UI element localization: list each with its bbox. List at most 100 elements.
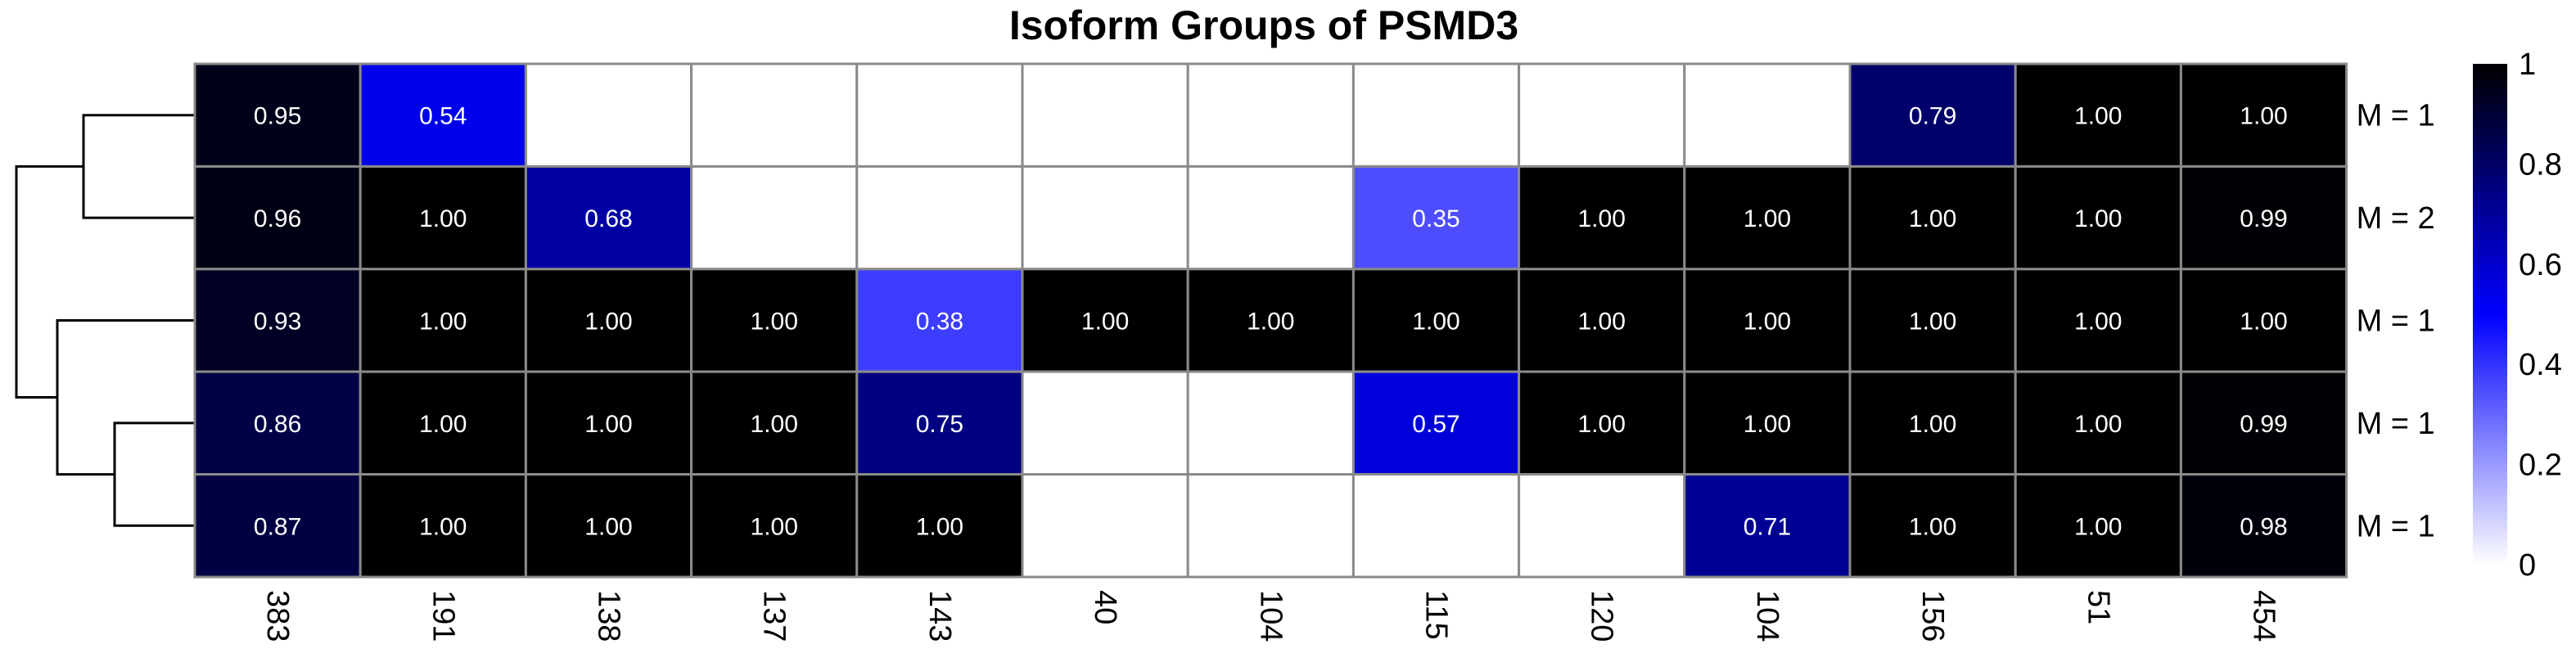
colorbar-tick-label: 0 [2519, 548, 2536, 583]
heatmap-cell [1518, 164, 1686, 271]
cell-value-label: 0.87 [254, 513, 301, 540]
cell-value-label: 1.00 [1744, 411, 1791, 438]
heatmap-cell [1351, 62, 1521, 168]
heatmap-cell [1351, 473, 1521, 579]
heatmap-cell [359, 62, 527, 168]
heatmap-cell [1848, 370, 2017, 476]
row-label: M = 1 [2357, 304, 2435, 339]
cell-value-label: 1.00 [1412, 309, 1459, 336]
heatmap-cells [193, 62, 2348, 579]
row-label: M = 1 [2357, 99, 2435, 133]
heatmap-cell [1518, 62, 1686, 168]
cell-value-label: 1.00 [751, 309, 798, 336]
cell-value-label: 1.00 [419, 309, 467, 336]
heatmap-cell [1021, 164, 1189, 271]
column-label: 138 [592, 590, 626, 642]
heatmap-cell [193, 370, 362, 476]
row-label: M = 1 [2357, 509, 2435, 543]
dendrogram-branch [15, 164, 83, 399]
heatmap-cell [524, 473, 693, 579]
cell-value-label: 0.98 [2240, 513, 2287, 540]
column-label: 40 [1088, 590, 1122, 624]
colorbar-tick-label: 0.8 [2519, 147, 2562, 182]
cell-value-label: 1.00 [584, 411, 632, 438]
row-dendrogram [15, 114, 195, 527]
cell-value-label: 1.00 [1909, 411, 1956, 438]
heatmap-cell [193, 164, 362, 271]
heatmap-cell [193, 62, 362, 168]
heatmap-cell [1186, 164, 1355, 271]
heatmap-cell [1186, 370, 1355, 476]
colorbar-tick-label: 0.4 [2519, 348, 2562, 382]
cell-value-label: 0.57 [1412, 411, 1459, 438]
heatmap-cell [1351, 370, 1521, 476]
heatmap-cell [1021, 62, 1189, 168]
heatmap-cell [1518, 370, 1686, 476]
heatmap-cell [2014, 473, 2182, 579]
cell-value-label: 1.00 [1081, 309, 1129, 336]
heatmap-cell [1351, 164, 1521, 271]
heatmap-cell [690, 62, 859, 168]
heatmap-cell [1021, 473, 1189, 579]
cell-value-label: 1.00 [419, 205, 467, 232]
heatmap-cell [2179, 164, 2348, 271]
heatmap-cell [1683, 370, 1852, 476]
cell-value-label: 1.00 [1578, 411, 1626, 438]
heatmap-cell [193, 473, 362, 579]
heatmap-cell [2014, 164, 2182, 271]
colorbar-tick-label: 0.6 [2519, 248, 2562, 282]
cell-value-label: 1.00 [2074, 205, 2122, 232]
cell-value-label: 0.38 [916, 309, 963, 336]
cell-value-label: 1.00 [584, 309, 632, 336]
column-label: 191 [426, 590, 460, 642]
column-label: 104 [1253, 590, 1288, 642]
heatmap-cell [2179, 370, 2348, 476]
cell-value-label: 0.99 [2240, 205, 2287, 232]
row-labels: M = 1 M = 2 M = 1 M = 1 M = 1 [2357, 99, 2435, 544]
cell-value-label: 1.00 [584, 513, 632, 540]
cell-value-label: 1.00 [419, 513, 467, 540]
cell-value-label: 1.00 [2240, 103, 2287, 130]
column-label: 454 [2247, 590, 2281, 642]
heatmap-cell [1518, 473, 1686, 579]
heatmap-cell [2014, 62, 2182, 168]
heatmap-cell [359, 268, 527, 373]
cell-value-label: 0.75 [916, 411, 963, 438]
heatmap-cell [1683, 62, 1852, 168]
column-labels: 383 191 138 137 143 40 104 115 120 104 156 51 454 [260, 590, 2281, 642]
heatmap-cell [690, 473, 859, 579]
colorbar-tick-label: 1 [2519, 47, 2536, 82]
cell-value-label: 1.00 [1909, 309, 1956, 336]
row-label: M = 2 [2357, 201, 2435, 236]
cell-value-label: 1.00 [2074, 411, 2122, 438]
column-label: 383 [260, 590, 295, 642]
cell-value-label: 0.86 [254, 411, 301, 438]
column-label: 143 [923, 590, 957, 642]
cell-value-label: 1.00 [1909, 513, 1956, 540]
dendrogram-branch [56, 319, 195, 476]
cell-value-label: 1.00 [1578, 205, 1626, 232]
heatmap-cell [855, 268, 1024, 373]
heatmap-cell [1848, 268, 2017, 373]
cell-value-label: 0.71 [1744, 513, 1791, 540]
heatmap-cell [690, 164, 859, 271]
heatmap-cell [855, 62, 1024, 168]
colorbar-tick-label: 0.2 [2519, 448, 2562, 483]
column-label: 104 [1750, 590, 1784, 642]
heatmap-cell [524, 268, 693, 373]
cell-value-label: 1.00 [2074, 103, 2122, 130]
heatmap-cell [690, 370, 859, 476]
cell-value-label: 1.00 [916, 513, 963, 540]
column-label: 115 [1419, 590, 1454, 640]
cell-value-label: 1.00 [2240, 309, 2287, 336]
cell-value-label: 1.00 [2074, 513, 2122, 540]
cell-value-label: 0.96 [254, 205, 301, 232]
cell-value-label: 1.00 [1909, 205, 1956, 232]
cell-value-label: 1.00 [1744, 309, 1791, 336]
cell-value-label: 0.79 [1909, 103, 1956, 130]
cell-value-label: 0.93 [254, 309, 301, 336]
heatmap-cell [2014, 370, 2182, 476]
heatmap-cell [193, 268, 362, 373]
